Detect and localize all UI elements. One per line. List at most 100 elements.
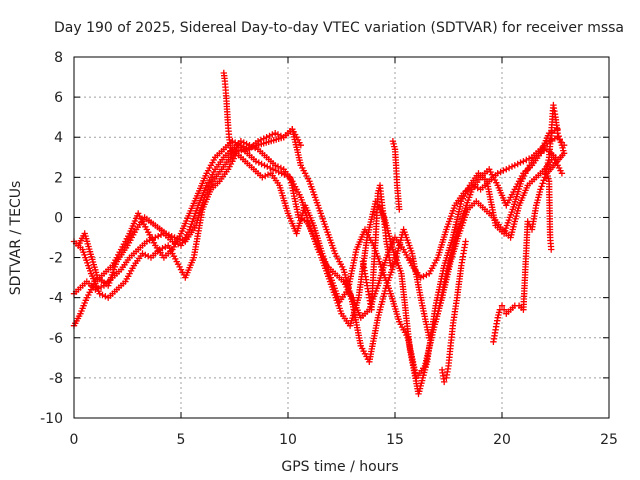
data-point-interp [538,183,545,190]
data-point-interp [275,168,282,176]
data-point-interp [420,273,427,280]
data-point [520,158,527,165]
data-point [139,250,146,257]
data-point-interp [523,156,530,164]
data-point-interp [505,164,513,172]
data-point-interp [281,171,288,178]
data-point-interp [264,163,271,170]
data-point [503,166,510,173]
data-point-interp [497,168,504,176]
data-points [70,69,568,398]
axis-ticks: -10 -8 -6 -4 -2 0 2 4 6 8 0 5 10 15 20 25 [40,50,618,448]
data-point-interp [540,147,548,154]
y-tick-label: 0 [54,210,63,226]
x-tick-label: 0 [70,432,79,448]
data-point-interp [274,131,282,138]
data-point-interp [277,164,285,172]
y-tick-label: 4 [54,130,63,146]
data-point-interp [548,136,556,144]
x-tick-label: 25 [600,432,618,448]
data-point-interp [142,251,149,259]
data-point-interp [97,283,105,291]
data-point-interp [269,131,276,138]
data-point [535,150,542,157]
data-point [498,302,506,309]
data-point-interp [540,177,547,184]
data-point-interp [264,171,272,178]
data-point [396,206,403,213]
y-tick-label: -2 [49,251,63,267]
data-point-interp [162,243,169,251]
data-point [162,230,170,237]
x-axis-label: GPS time / hours [281,459,398,475]
data-point [558,170,566,177]
data-point-interp [165,231,173,238]
y-tick-label: -8 [49,371,63,387]
data-point-interp [538,148,545,156]
data-point [297,142,304,149]
data-point [269,166,277,173]
chart-title: Day 190 of 2025, Sidereal Day-to-day VTE… [54,20,624,36]
data-point [387,262,394,269]
data-point [417,274,424,281]
data-point [96,290,103,297]
y-axis-label: SDTVAR / TECUs [8,181,24,296]
data-point [272,162,279,169]
data-point-interp [423,271,430,279]
data-point [261,162,268,169]
data-point-interp [544,162,551,170]
data-point-interp [99,291,106,299]
data-point-interp [255,159,262,166]
data-point-interp [267,164,274,172]
data-point-interp [557,139,565,146]
data-point-interp [556,136,563,143]
data-point [143,238,150,245]
data-point [511,162,518,169]
plot-frame [73,56,610,419]
x-tick-label: 5 [177,432,186,448]
data-point [272,130,279,137]
data-point-interp [539,180,546,187]
data-point-interp [145,253,152,260]
data-point [441,378,448,386]
data-point-interp [500,167,507,174]
data-point-interp [272,167,280,174]
data-point-interp [298,215,305,222]
data-point [494,170,501,177]
data-point-interp [508,163,516,170]
y-tick-label: -10 [40,411,63,427]
y-tick-label: 8 [54,50,63,66]
data-point-interp [234,140,242,148]
data-point [537,186,544,193]
x-tick-label: 15 [386,432,404,448]
y-tick-label: -4 [49,291,63,307]
data-point [259,174,266,181]
data-point [548,246,555,253]
data-point-interp [157,231,165,238]
data-point [462,238,469,245]
data-point [500,306,508,313]
data-point-interp [555,133,562,140]
data-point-interp [301,216,308,224]
data-point-interp [525,155,533,162]
data-point [554,130,561,137]
data-point-interp [266,132,273,140]
data-point [254,138,262,145]
data-point [263,134,270,141]
data-point-interp [514,160,521,168]
data-point-interp [517,159,524,166]
data-point-interp [262,172,269,180]
data-point-interp [274,163,282,170]
y-tick-label: 6 [54,90,63,106]
data-point-interp [159,245,166,252]
data-point [295,214,302,221]
data-point-interp [258,160,265,168]
y-tick-label: 2 [54,170,63,186]
data-point [278,170,285,177]
data-point [252,158,260,165]
x-tick-label: 20 [493,432,511,448]
data-point-interp [155,233,162,240]
y-tick-label: -6 [49,331,63,347]
data-point-interp [284,172,291,180]
